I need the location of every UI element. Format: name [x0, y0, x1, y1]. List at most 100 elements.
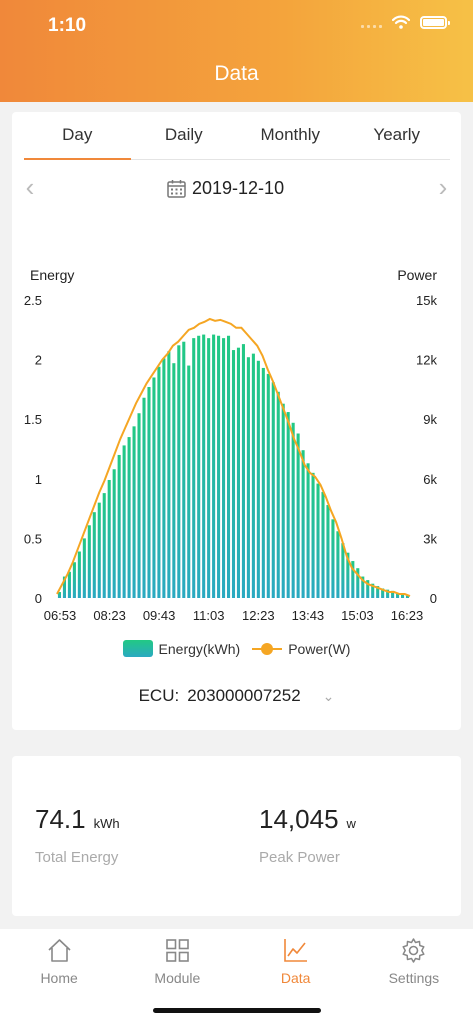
energy-bar: [361, 576, 365, 598]
energy-bar: [405, 595, 410, 598]
tabbar-module[interactable]: Module: [118, 929, 236, 1024]
app-header: 1:10 Data: [0, 0, 473, 102]
energy-bar: [167, 351, 171, 598]
energy-bar: [346, 552, 350, 598]
right-axis-label: Power: [397, 267, 437, 283]
ecu-value: 203000007252: [187, 686, 301, 705]
left-tick-label: 1.5: [24, 412, 42, 427]
left-tick-label: 2: [35, 353, 42, 368]
energy-bar: [396, 593, 400, 598]
energy-bar: [92, 512, 96, 598]
legend-energy[interactable]: Energy(kWh): [122, 640, 240, 657]
gear-icon: [402, 938, 425, 963]
energy-bar: [366, 580, 370, 598]
tab-day[interactable]: Day: [24, 112, 131, 160]
tab-daily[interactable]: Daily: [164, 125, 203, 144]
tabbar-settings[interactable]: Settings: [355, 929, 473, 1024]
status-indicators: [361, 15, 450, 29]
left-axis-label: Energy: [30, 267, 74, 283]
peak-power-stat: 14,045 w Peak Power: [259, 804, 356, 866]
selected-date: 2019-12-10: [192, 178, 285, 198]
x-tick-label: 15:03: [341, 608, 374, 623]
peak-power-label: Peak Power: [259, 849, 340, 866]
tabbar-data[interactable]: Data: [237, 929, 355, 1024]
right-tick-label: 15k: [416, 293, 437, 308]
energy-bar: [336, 531, 340, 598]
date-picker[interactable]: 2019-12-10: [167, 178, 284, 199]
total-energy-unit: kWh: [93, 816, 120, 831]
energy-bar: [152, 377, 156, 598]
cellular-signal-icon: [361, 16, 382, 28]
right-tick-label: 6k: [423, 472, 437, 487]
right-tick-label: 12k: [416, 353, 437, 368]
energy-bar: [391, 590, 395, 598]
chart-legend: Energy(kWh) Power(W): [12, 640, 461, 657]
energy-bar: [137, 413, 141, 598]
x-tick-label: 08:23: [93, 608, 126, 623]
energy-bar: [261, 367, 265, 598]
energy-bar: [87, 525, 91, 598]
energy-bar: [207, 338, 211, 598]
legend-power[interactable]: Power(W): [252, 640, 350, 657]
energy-bar: [142, 397, 146, 598]
stats-card: 74.1 kWh Total Energy 14,045 w Peak Power: [12, 756, 461, 916]
energy-bar: [296, 433, 300, 598]
energy-bar: [67, 571, 71, 598]
energy-bar: [212, 334, 216, 598]
x-tick-label: 12:23: [242, 608, 275, 623]
peak-power-value: 14,045: [259, 804, 339, 834]
chevron-right-icon[interactable]: ›: [438, 172, 448, 202]
energy-bar: [226, 335, 231, 598]
energy-bar: [77, 551, 81, 598]
energy-bar: [202, 334, 206, 598]
tab-yearly[interactable]: Yearly: [373, 125, 421, 144]
chevron-left-icon[interactable]: ‹: [25, 172, 35, 202]
energy-bar: [351, 561, 355, 598]
home-indicator: [153, 1008, 321, 1013]
energy-bar: [301, 450, 305, 598]
energy-bar: [331, 519, 335, 598]
peak-power-unit: w: [346, 816, 356, 831]
energy-bar: [311, 472, 315, 598]
energy-bar: [241, 344, 245, 598]
energy-bar: [386, 589, 390, 598]
energy-bar: [132, 426, 136, 598]
energy-bar: [306, 463, 310, 598]
energy-bar: [72, 562, 76, 598]
tabbar-module-label: Module: [154, 970, 201, 986]
x-tick-label: 09:43: [143, 608, 176, 623]
energy-bar: [276, 391, 280, 598]
tabbar-data-label: Data: [280, 970, 311, 986]
energy-bar: [381, 588, 385, 598]
home-icon: [48, 939, 71, 962]
energy-bar: [356, 568, 360, 598]
tabbar-settings-label: Settings: [388, 970, 440, 986]
energy-bar: [62, 576, 66, 598]
energy-bar: [172, 363, 176, 598]
left-tick-label: 2.5: [24, 293, 42, 308]
calendar-icon: [167, 180, 186, 198]
energy-bar: [127, 437, 131, 598]
energy-bar: [376, 586, 380, 598]
energy-bar: [266, 373, 270, 598]
energy-bar: [217, 335, 221, 598]
period-tabs: Day Daily Monthly Yearly: [24, 112, 450, 160]
tabbar-home-label: Home: [40, 970, 78, 986]
wifi-icon: [392, 15, 410, 29]
energy-bar: [102, 493, 106, 598]
energy-bar: [326, 505, 330, 598]
tabbar-home[interactable]: Home: [0, 929, 118, 1024]
energy-bar: [97, 502, 101, 598]
chart-card: Day Daily Monthly Yearly ‹ 2019-12-10 › …: [12, 112, 461, 730]
x-tick-label: 16:23: [391, 608, 424, 623]
energy-power-chart: Energy Power 00.511.522.5 03k6k9k12k15k …: [24, 267, 438, 623]
chevron-down-icon[interactable]: ⌄: [322, 687, 335, 704]
ecu-selector[interactable]: ECU: 203000007252 ⌄: [12, 686, 461, 706]
energy-bar: [246, 357, 250, 598]
tab-monthly[interactable]: Monthly: [260, 125, 321, 144]
total-energy-label: Total Energy: [35, 849, 119, 866]
energy-bar: [112, 469, 116, 598]
ecu-label: ECU:: [138, 686, 180, 705]
energy-bar: [82, 538, 86, 598]
energy-swatch-icon: [122, 640, 153, 657]
